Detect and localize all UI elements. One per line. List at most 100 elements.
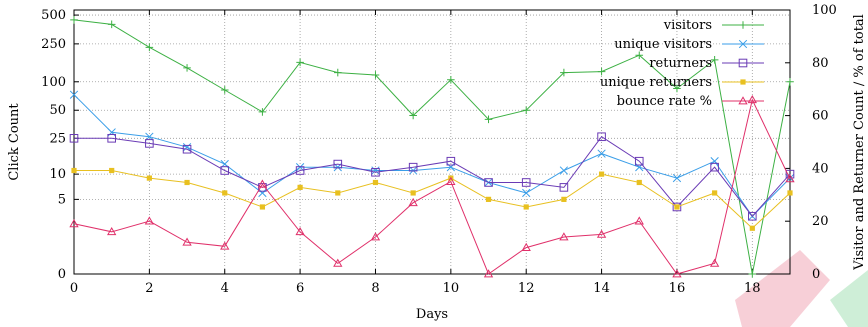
- y-left-tick-label: 500: [41, 8, 66, 23]
- data-point: [559, 232, 569, 241]
- data-point: [674, 204, 680, 210]
- data-point: [634, 216, 644, 225]
- data-point: [559, 166, 569, 175]
- x-axis-title: Days: [416, 307, 448, 322]
- data-point: [145, 43, 154, 52]
- y-left-tick-label: 10: [49, 167, 66, 182]
- y-right-tick-label: 0: [812, 267, 820, 282]
- data-point: [559, 183, 569, 192]
- data-point: [258, 108, 267, 116]
- data-point: [184, 179, 190, 186]
- y-right-tick-label: 100: [812, 3, 837, 18]
- data-point: [672, 173, 682, 183]
- data-point: [446, 176, 456, 185]
- y-right-tick-label: 60: [812, 109, 829, 124]
- data-point: [672, 269, 682, 278]
- data-point: [561, 196, 567, 202]
- data-point: [521, 178, 531, 187]
- series-bounce-rate-: [69, 94, 795, 278]
- data-point: [146, 175, 152, 181]
- data-point: [371, 167, 380, 177]
- x-tick-label: 8: [371, 281, 379, 296]
- data-point: [183, 64, 191, 72]
- series-visitors: [70, 16, 794, 278]
- data-point: [747, 94, 757, 104]
- data-point: [483, 269, 494, 278]
- data-point: [107, 20, 116, 29]
- data-point: [598, 171, 605, 177]
- data-point: [636, 179, 642, 186]
- y-right-tick-label: 80: [812, 56, 829, 71]
- legend-marker: [738, 39, 748, 49]
- y-left-tick-label: 50: [49, 103, 66, 118]
- data-point: [748, 270, 757, 278]
- legend-marker: [740, 79, 746, 85]
- data-point: [144, 216, 155, 225]
- data-point: [182, 237, 192, 246]
- data-point: [408, 162, 418, 172]
- series-line: [73, 94, 791, 218]
- legend-label: bounce rate %: [617, 94, 712, 109]
- data-point: [748, 211, 757, 221]
- series-line: [73, 19, 791, 275]
- data-point: [182, 143, 192, 152]
- x-tick-label: 6: [296, 281, 304, 296]
- legend: visitors unique visitors returners unique r…: [600, 18, 764, 109]
- data-point: [521, 242, 531, 251]
- data-point: [107, 226, 117, 236]
- legend-label: unique returners: [600, 75, 712, 90]
- data-point: [410, 190, 416, 196]
- data-point: [635, 51, 644, 60]
- data-point: [296, 58, 304, 67]
- data-point: [408, 197, 418, 207]
- watermark-shape-red: [735, 250, 830, 327]
- data-point: [785, 174, 795, 183]
- data-point: [709, 258, 720, 267]
- data-point: [786, 77, 794, 86]
- data-point: [523, 204, 529, 210]
- data-point: [70, 16, 78, 24]
- data-point: [335, 190, 341, 196]
- tick-layer: 0 2 4 6 8 10 12 14 16 18 0 5 10 25 50 100 250 500 0 20 40 60 8…: [41, 3, 837, 296]
- y-left-tick-label: 100: [41, 75, 66, 90]
- data-point: [447, 75, 455, 84]
- data-point: [596, 229, 607, 238]
- x-tick-label: 2: [145, 281, 153, 296]
- x-tick-label: 10: [443, 281, 460, 296]
- data-point: [258, 188, 267, 198]
- grid-layer: [74, 10, 790, 274]
- legend-marker: [738, 96, 748, 105]
- x-tick-label: 18: [744, 281, 761, 296]
- legend-label: returners: [649, 56, 712, 71]
- y-left-tick-label: 0: [58, 267, 66, 282]
- data-point: [484, 115, 493, 124]
- data-point: [560, 68, 568, 77]
- series-unique-returners: [71, 167, 793, 231]
- data-point: [597, 67, 606, 76]
- series-returners: [69, 132, 795, 221]
- data-point: [107, 134, 116, 143]
- legend-marker: [738, 58, 748, 68]
- data-point: [182, 144, 192, 154]
- data-point: [787, 190, 793, 196]
- data-point: [710, 162, 719, 172]
- data-point: [409, 111, 417, 120]
- legend-label: visitors: [663, 18, 712, 33]
- data-point: [522, 188, 531, 198]
- data-point: [69, 90, 79, 99]
- x-tick-label: 16: [669, 281, 686, 296]
- data-point: [220, 241, 230, 250]
- x-tick-label: 12: [518, 281, 535, 296]
- data-point: [69, 219, 79, 228]
- data-point: [259, 204, 266, 210]
- y-left-tick-label: 5: [58, 192, 66, 207]
- data-point: [69, 134, 79, 143]
- data-point: [370, 232, 381, 241]
- data-point: [712, 190, 718, 196]
- data-point: [109, 167, 115, 174]
- legend-label: unique visitors: [614, 37, 712, 52]
- y-right-tick-label: 20: [812, 214, 829, 229]
- data-point: [710, 56, 719, 64]
- data-point: [672, 202, 682, 212]
